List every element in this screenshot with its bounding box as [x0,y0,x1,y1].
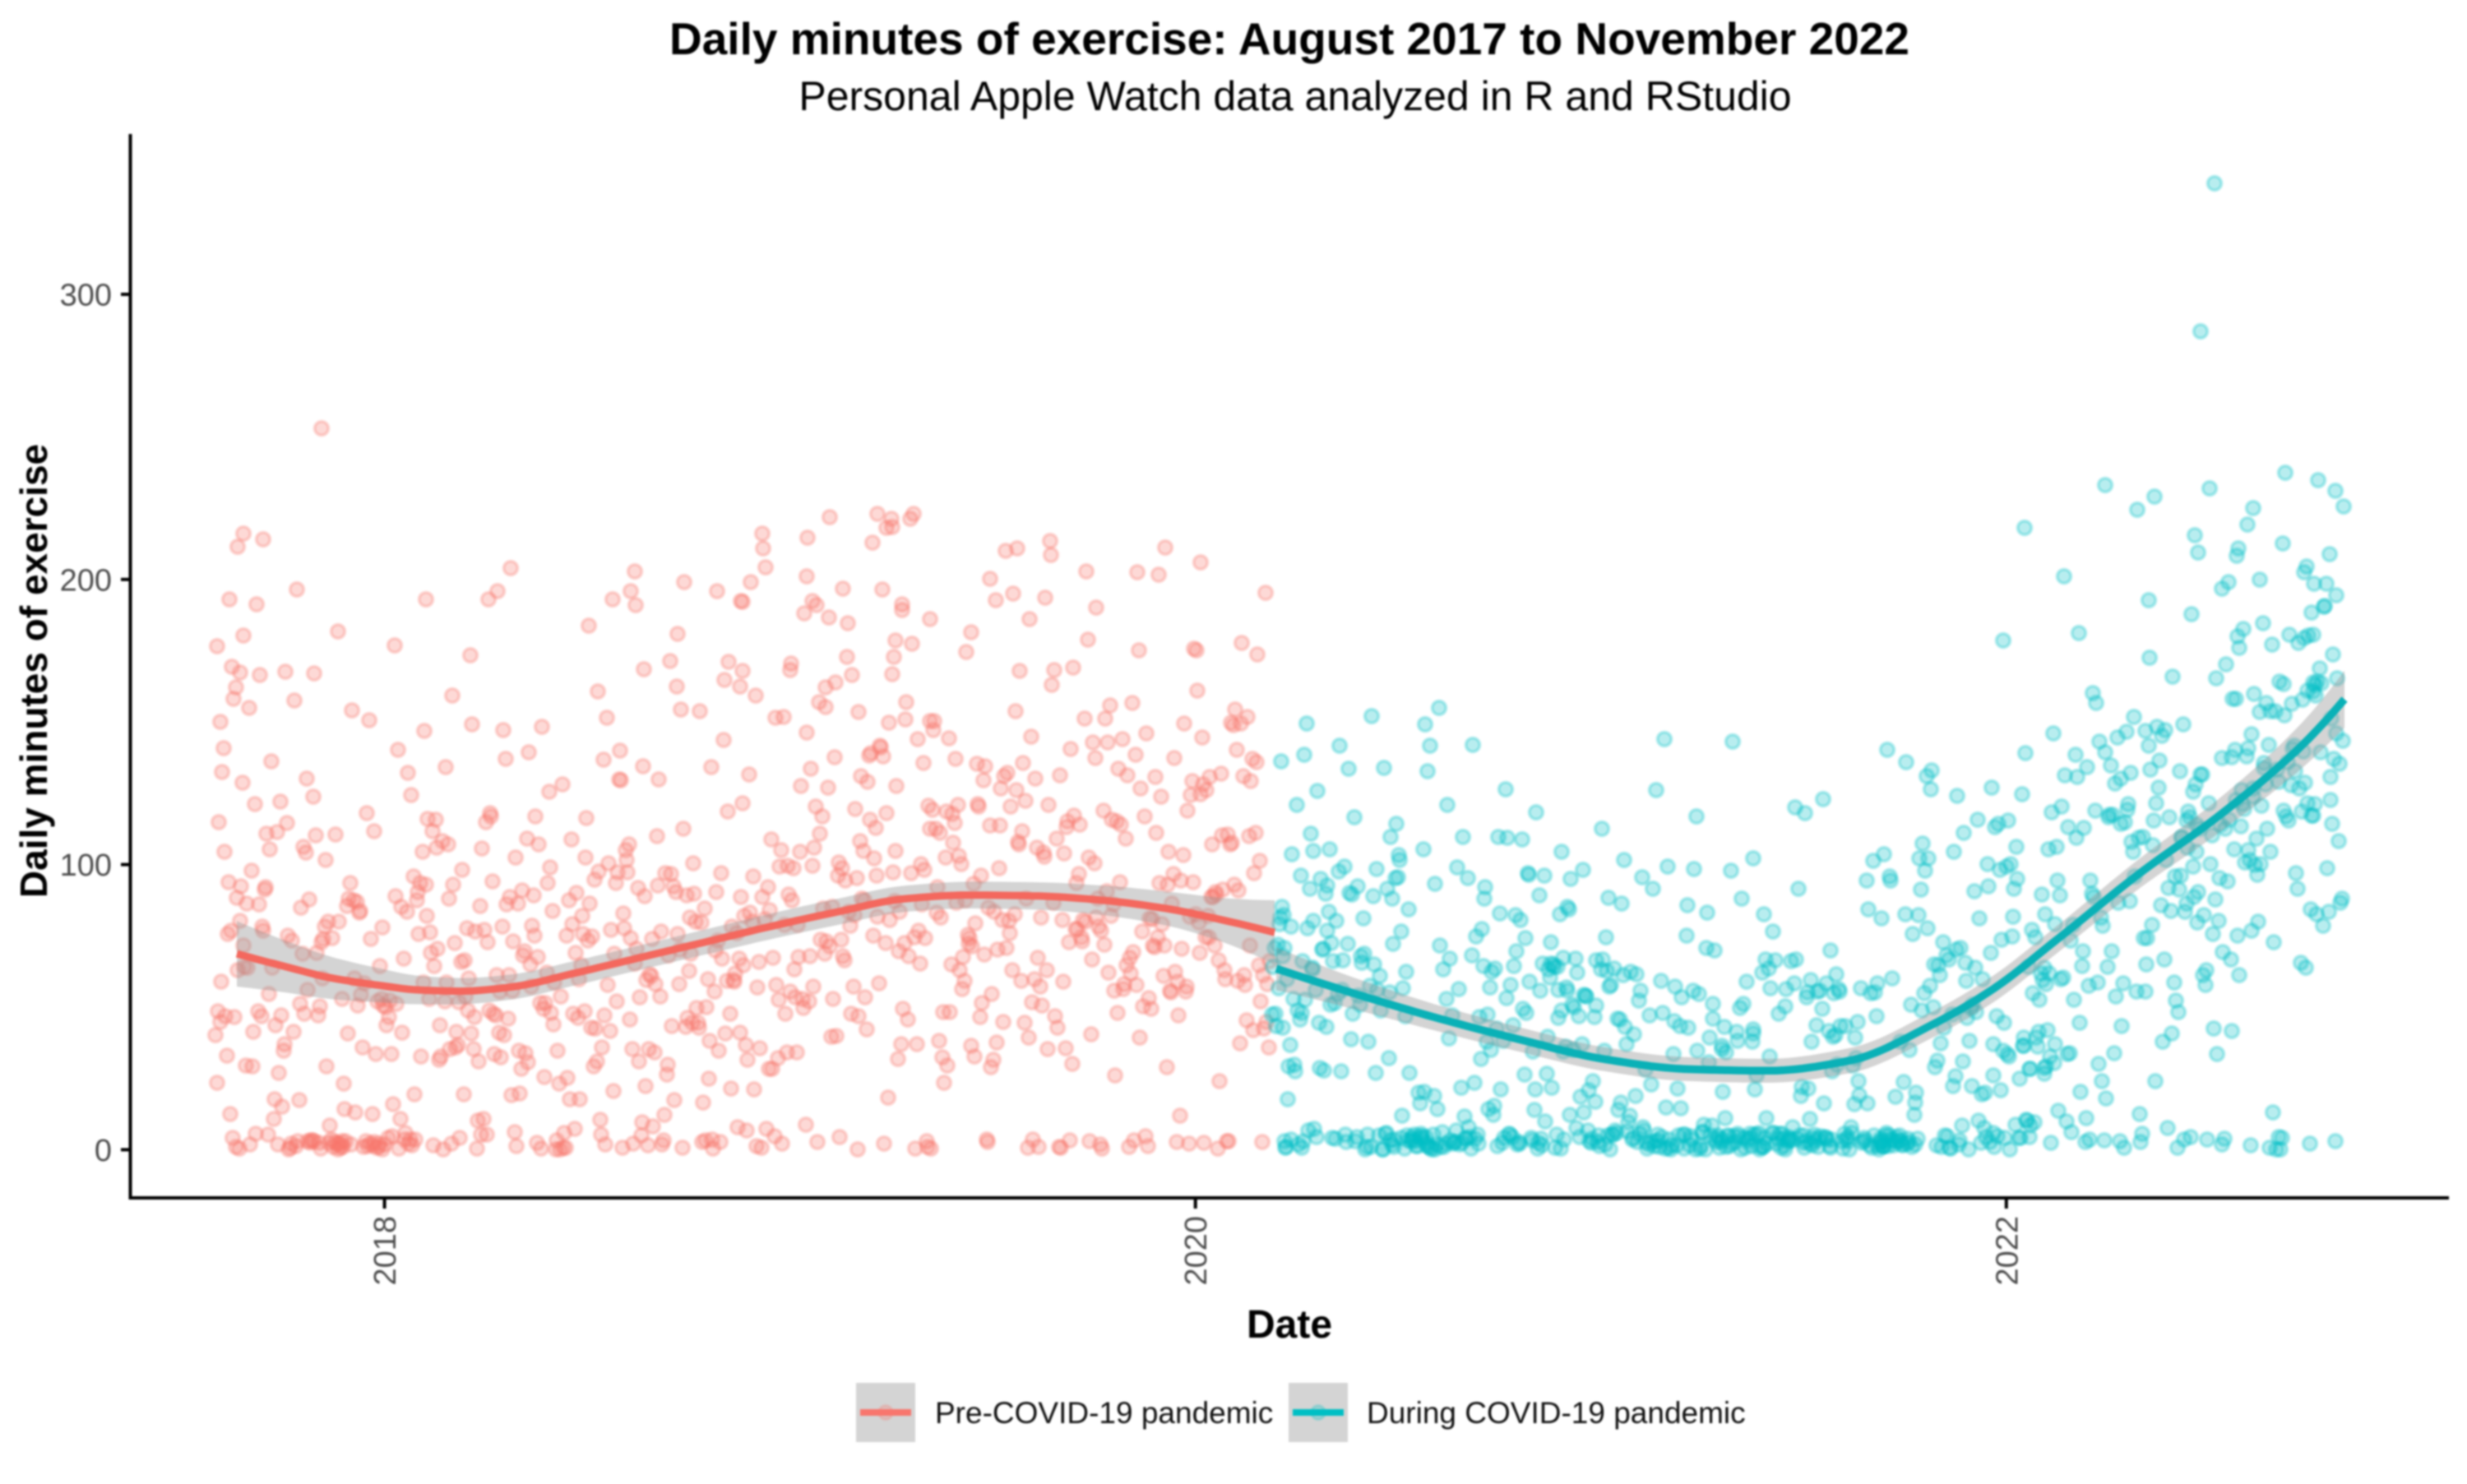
svg-text:2020: 2020 [1179,1216,1214,1286]
svg-text:2018: 2018 [368,1216,403,1286]
svg-text:Date: Date [1247,1303,1332,1347]
svg-text:2022: 2022 [1990,1216,2025,1286]
svg-text:100: 100 [60,848,112,883]
svg-text:200: 200 [60,563,112,598]
svg-text:300: 300 [60,279,112,313]
svg-text:Daily minutes of exercise: Aug: Daily minutes of exercise: August 2017 t… [669,13,1909,64]
svg-text:During COVID-19 pandemic: During COVID-19 pandemic [1367,1396,1746,1430]
svg-text:Pre-COVID-19 pandemic: Pre-COVID-19 pandemic [935,1396,1273,1430]
svg-text:Daily minutes of exercise: Daily minutes of exercise [12,444,55,898]
svg-text:Personal Apple Watch data anal: Personal Apple Watch data analyzed in R … [798,73,1791,119]
svg-text:0: 0 [95,1134,112,1168]
